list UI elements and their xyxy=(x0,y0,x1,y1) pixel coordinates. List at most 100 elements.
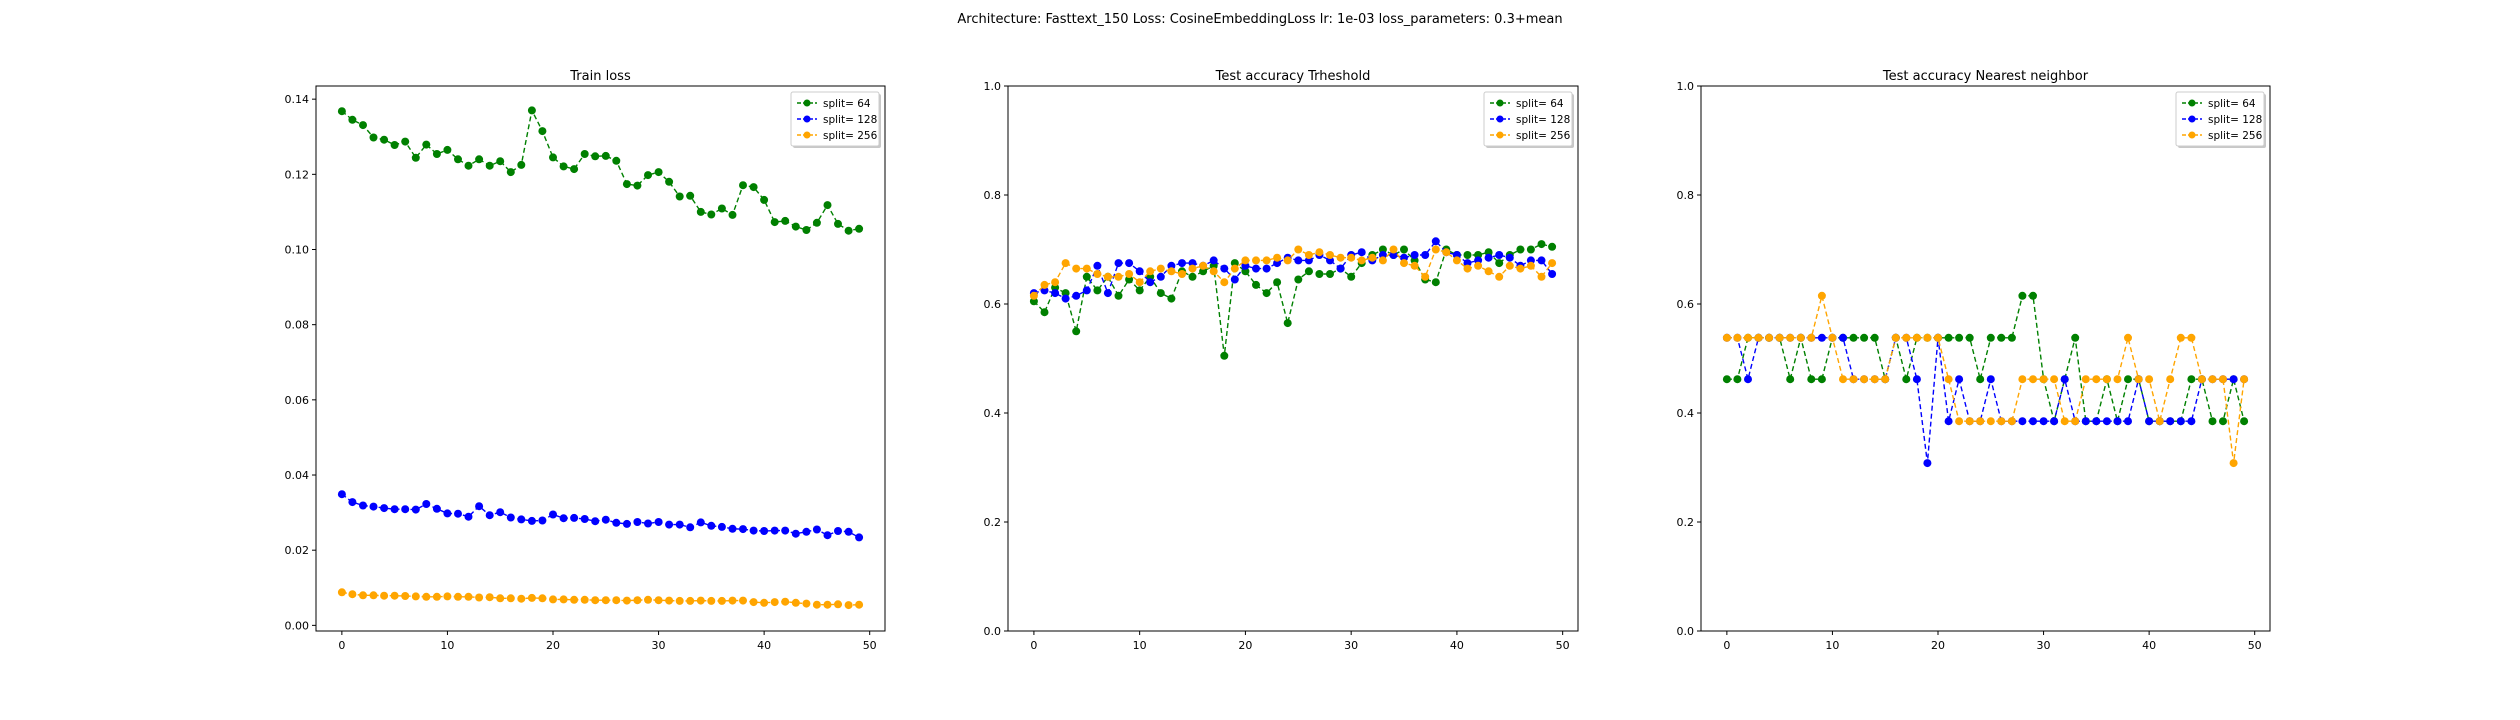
data-point xyxy=(1817,333,1826,342)
data-point xyxy=(1125,275,1134,284)
data-point xyxy=(686,523,695,532)
data-point xyxy=(802,527,811,536)
data-point xyxy=(1754,333,1763,342)
data-point xyxy=(411,505,420,514)
data-point xyxy=(1870,375,1879,384)
data-point xyxy=(1807,333,1816,342)
data-point xyxy=(601,596,610,605)
data-point xyxy=(485,511,494,520)
data-point xyxy=(1548,270,1557,278)
data-point xyxy=(1230,264,1239,273)
legend-marker xyxy=(2188,99,2196,107)
data-point xyxy=(1537,240,1546,249)
data-point xyxy=(1061,294,1070,303)
data-point xyxy=(1976,375,1985,384)
data-point xyxy=(1912,375,1921,384)
data-point xyxy=(728,210,737,219)
x-tick-label: 0 xyxy=(1723,639,1730,652)
data-point xyxy=(2018,417,2027,426)
data-point xyxy=(1114,259,1123,268)
series-2 xyxy=(1029,237,1557,303)
data-point xyxy=(2187,333,2196,342)
subplot-title: Train loss xyxy=(569,69,631,84)
data-point xyxy=(1125,259,1134,268)
data-point xyxy=(1135,278,1144,287)
data-point xyxy=(2124,417,2132,426)
data-point xyxy=(1526,261,1535,270)
data-point xyxy=(1902,375,1911,384)
data-point xyxy=(1040,286,1049,295)
data-point xyxy=(527,593,536,602)
data-point xyxy=(1220,351,1229,360)
y-tick-label: 0.12 xyxy=(285,168,310,181)
x-tick-label: 10 xyxy=(1133,639,1147,652)
data-point xyxy=(717,204,726,213)
data-point xyxy=(380,504,389,513)
data-point xyxy=(844,527,853,536)
data-point xyxy=(337,588,346,597)
data-point xyxy=(612,596,621,605)
data-point xyxy=(781,216,790,225)
y-tick-label: 0.2 xyxy=(1677,516,1695,529)
data-point xyxy=(475,502,484,511)
data-point xyxy=(802,226,811,234)
data-point xyxy=(549,510,557,519)
data-point xyxy=(2240,375,2249,384)
data-point xyxy=(2007,333,2016,342)
data-point xyxy=(1061,289,1070,298)
data-point xyxy=(506,168,515,177)
data-point xyxy=(844,226,853,235)
data-point xyxy=(2029,375,2037,384)
data-point xyxy=(1146,267,1155,276)
data-point xyxy=(1368,253,1377,262)
data-point xyxy=(1944,417,1953,426)
data-point xyxy=(1061,259,1070,268)
data-point xyxy=(1304,251,1313,259)
data-point xyxy=(1273,253,1282,262)
data-point xyxy=(2219,417,2227,426)
data-point xyxy=(2219,375,2227,384)
data-point xyxy=(770,218,779,227)
legend-label: split= 256 xyxy=(1516,130,1571,142)
data-point xyxy=(823,531,832,540)
data-point xyxy=(1114,272,1123,281)
data-point xyxy=(633,596,642,605)
axes-frame xyxy=(1700,85,2271,632)
data-point xyxy=(1505,253,1514,262)
data-point xyxy=(1870,333,1879,342)
data-point xyxy=(834,219,842,228)
data-point xyxy=(2124,375,2132,384)
series-line xyxy=(1726,295,2245,464)
data-point xyxy=(580,150,589,158)
x-tick-label: 30 xyxy=(2037,639,2051,652)
data-point xyxy=(1051,278,1060,287)
x-tick-label: 20 xyxy=(1931,639,1945,652)
y-tick-label: 0.04 xyxy=(285,469,310,482)
data-point xyxy=(1336,253,1345,262)
legend-marker xyxy=(1496,99,1504,107)
data-point xyxy=(781,597,790,606)
x-tick-label: 0 xyxy=(338,639,345,652)
data-point xyxy=(1722,375,1731,384)
data-point xyxy=(612,518,621,527)
data-point xyxy=(2229,375,2238,384)
subplot-2: Test accuracy Trheshold 0 10 20 30 40 50 0.0 0.2… xyxy=(984,69,1579,652)
data-point xyxy=(1744,333,1752,342)
data-point xyxy=(812,600,821,609)
legend-label: split= 64 xyxy=(2208,98,2256,110)
data-point xyxy=(1072,291,1081,300)
data-point xyxy=(1828,333,1837,342)
y-tick-label: 0.08 xyxy=(285,319,310,332)
data-point xyxy=(1881,375,1890,384)
data-point xyxy=(1220,264,1229,273)
data-point xyxy=(1389,251,1398,259)
data-point xyxy=(538,594,547,603)
data-point xyxy=(728,524,737,533)
data-point xyxy=(622,180,631,189)
legend-label: split= 128 xyxy=(1516,114,1570,126)
data-point xyxy=(401,592,410,600)
data-point xyxy=(485,593,494,602)
data-point xyxy=(2102,417,2111,426)
data-point xyxy=(538,127,547,136)
